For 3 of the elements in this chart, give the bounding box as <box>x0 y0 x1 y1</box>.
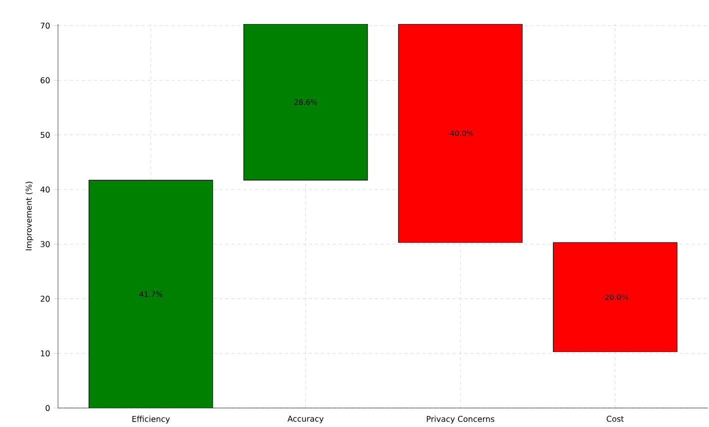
bar <box>243 24 368 181</box>
bar <box>398 24 523 243</box>
bar <box>552 242 678 352</box>
